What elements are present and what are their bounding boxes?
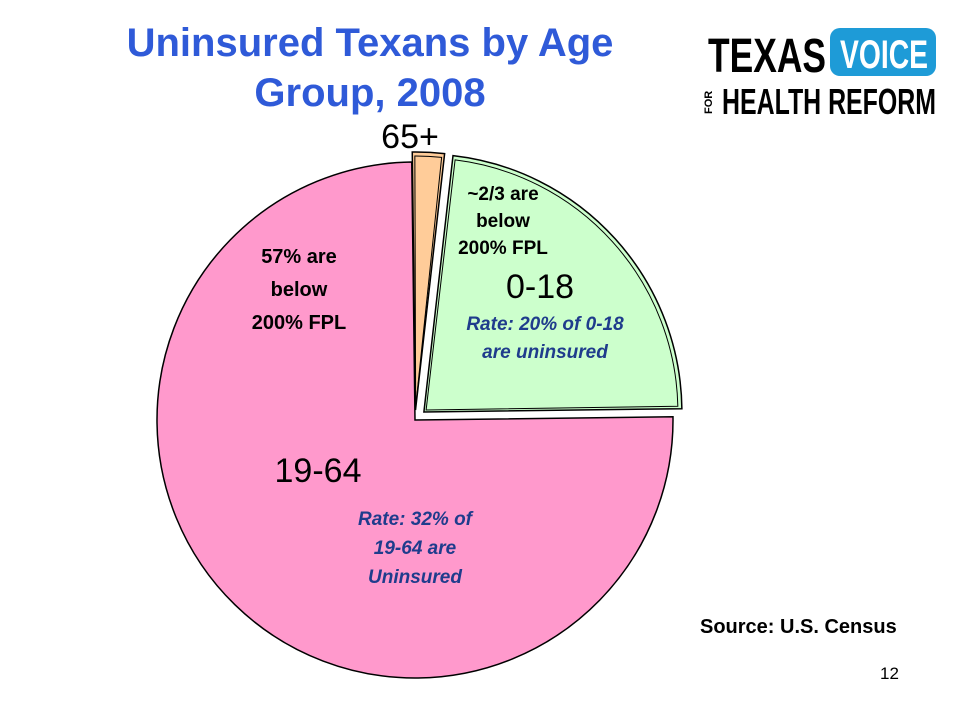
texas-voice-logo: TEXAS VOICE FOR HEALTH REFORM xyxy=(703,28,936,120)
logo-voice-badge xyxy=(830,28,936,76)
slice-19-64-rate-line: 19-64 are xyxy=(374,538,457,559)
pie-slice-0-18 xyxy=(423,154,683,413)
logo-word-voice: VOICE xyxy=(840,33,928,77)
slice-label-0-18: 0-18 xyxy=(506,268,574,306)
pie-slice-19-64 xyxy=(156,161,674,679)
slice-0-18-rate-line: Rate: 20% of 0-18 xyxy=(466,314,624,335)
logo-word-texas: TEXAS xyxy=(708,30,826,83)
slice-19-64-note-line: 57% are xyxy=(261,246,337,268)
slice-19-64-rate-line: Uninsured xyxy=(368,567,462,588)
pie-slice-edge-0-18 xyxy=(425,159,679,411)
slice-19-64-note-line: below xyxy=(271,279,328,301)
chart-title: Uninsured Texans by Age Group, 2008 xyxy=(126,21,614,115)
slice-0-18-note-line: ~2/3 are xyxy=(467,184,538,205)
pie-slices xyxy=(156,151,683,679)
logo-word-health-reform: HEALTH REFORM xyxy=(722,81,936,120)
page-number: 12 xyxy=(880,664,899,683)
slice-0-18-note-line: below xyxy=(476,211,530,232)
slice-19-64-rate-line: Rate: 32% of xyxy=(358,509,474,530)
slice-0-18-rate-line: are uninsured xyxy=(482,342,608,363)
slice-label-19-64: 19-64 xyxy=(275,452,362,490)
pie-slice-edge-65-plus xyxy=(414,155,443,408)
slice-19-64-note-line: 200% FPL xyxy=(252,312,346,334)
source-note: Source: U.S. Census xyxy=(700,616,897,638)
pie-labels: ~2/3 are below 200% FPL 0-18 Rate: 20% of 0-… xyxy=(252,118,624,588)
slice-0-18-note-line: 200% FPL xyxy=(458,238,548,259)
logo-word-for: FOR xyxy=(703,91,715,114)
slice-label-65-plus: 65+ xyxy=(381,118,439,156)
